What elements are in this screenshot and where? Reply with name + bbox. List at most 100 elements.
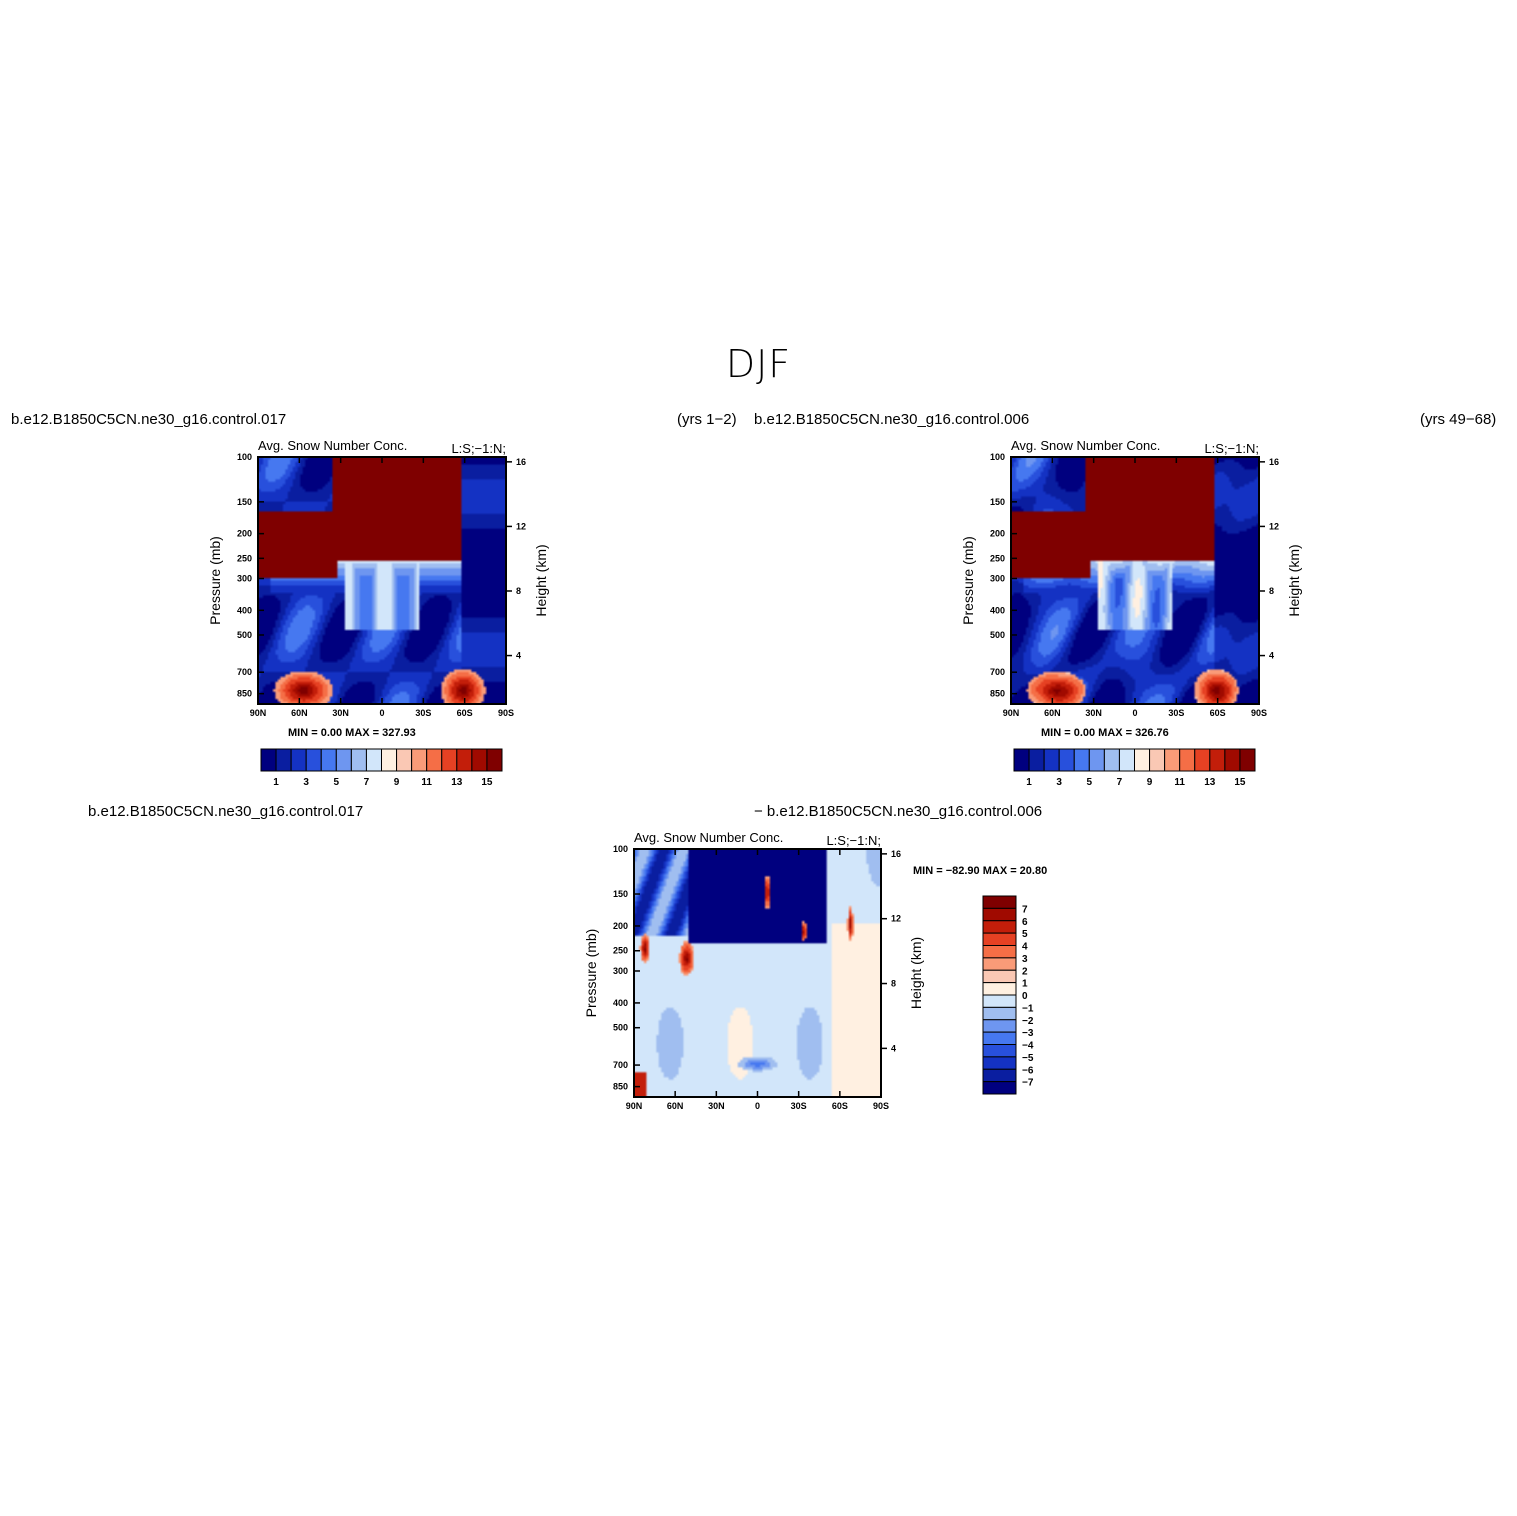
height-tick-label: 16: [1269, 457, 1279, 467]
panel-title: Avg. Snow Number Conc.: [258, 438, 407, 453]
panel-title: Avg. Snow Number Conc.: [1011, 438, 1160, 453]
y-tick-label: 300: [990, 573, 1005, 583]
colorbar-label: 11: [1174, 777, 1185, 788]
colorbar-swatch: [1179, 748, 1196, 772]
x-tick-label: 60S: [832, 1101, 848, 1111]
colorbar-label: −1: [1022, 1003, 1034, 1014]
bottom-case-a-label: b.e12.B1850C5CN.ne30_g16.control.017: [88, 803, 364, 820]
y-tick-label: 100: [237, 452, 252, 462]
x-tick-label: 30S: [415, 708, 431, 718]
y-tick-label: 200: [990, 529, 1005, 539]
colorbar-swatch: [335, 748, 352, 772]
min-max-stats: MIN = 0.00 MAX = 327.93: [288, 727, 416, 739]
height-axis-label: Height (km): [908, 937, 924, 1009]
colorbar-swatch: [350, 748, 367, 772]
y-tick-label: 300: [237, 573, 252, 583]
colorbar-swatch: [1149, 748, 1166, 772]
colorbar-swatch: [1239, 748, 1256, 772]
colorbar-swatch: [1013, 748, 1030, 772]
x-tick-label: 60N: [291, 708, 308, 718]
chart-panel-control-006: Avg. Snow Number Conc. L:S;−1:N; 90N 60N 30N…: [960, 438, 1302, 788]
colorbar-label: 5: [334, 777, 340, 788]
bottom-case-b-label: − b.e12.B1850C5CN.ne30_g16.control.006: [754, 803, 1043, 820]
colorbar-label: 3: [1022, 954, 1028, 965]
colorbar-swatch: [982, 945, 1017, 959]
colorbar-swatch: [982, 1068, 1017, 1083]
colorbar-label: 15: [1234, 777, 1246, 788]
x-tick-label: 60N: [1044, 708, 1061, 718]
panel-title: Avg. Snow Number Conc.: [634, 830, 783, 845]
heatmap-field: [258, 457, 506, 704]
colorbar-label: 9: [394, 777, 400, 788]
y-tick-label: 850: [990, 689, 1005, 699]
colorbar-swatch: [982, 1006, 1017, 1021]
colorbar-label: −6: [1022, 1065, 1034, 1076]
y-tick-label: 700: [990, 667, 1005, 677]
top-left-years-label: (yrs 1−2): [677, 411, 737, 428]
y-tick-label: 250: [613, 946, 628, 956]
y-tick-label: 100: [990, 452, 1005, 462]
height-tick-label: 12: [891, 914, 901, 924]
y-tick-label: 150: [613, 889, 628, 899]
x-tick-label: 90S: [873, 1101, 889, 1111]
x-tick-label: 60N: [667, 1101, 684, 1111]
colorbar-swatch: [1073, 748, 1090, 772]
heatmap-field: [634, 849, 881, 1097]
y-tick-label: 150: [237, 497, 252, 507]
min-max-stats: MIN = −82.90 MAX = 20.80: [913, 865, 1047, 877]
x-tick-label: 90S: [498, 708, 514, 718]
y-tick-label: 700: [613, 1060, 628, 1070]
colorbar-label: −4: [1022, 1041, 1034, 1052]
x-tick-label: 30N: [708, 1101, 725, 1111]
colorbar-swatch: [305, 748, 322, 772]
colorbar-label: 3: [303, 777, 309, 788]
y-tick-label: 200: [613, 921, 628, 931]
colorbar-label: 11: [421, 777, 432, 788]
y-tick-label: 250: [237, 553, 252, 563]
colorbar-swatch: [1194, 748, 1211, 772]
height-tick-label: 16: [516, 457, 526, 467]
colorbar-swatch: [260, 748, 277, 772]
height-tick-label: 8: [891, 979, 896, 989]
colorbar-label: 13: [1204, 777, 1216, 788]
panel-units: L:S;−1:N;: [826, 833, 881, 848]
colorbar-label: −2: [1022, 1016, 1034, 1027]
y-tick-label: 700: [237, 667, 252, 677]
colorbar-swatch: [982, 1056, 1017, 1070]
colorbar-swatch: [982, 1031, 1017, 1045]
colorbar-swatch: [426, 748, 443, 772]
colorbar-swatch: [982, 920, 1017, 934]
colorbar-label: 5: [1022, 929, 1028, 940]
x-tick-label: 90N: [1003, 708, 1020, 718]
colorbar-swatch: [1224, 748, 1241, 772]
colorbar-swatch: [1103, 748, 1120, 772]
colorbar-swatch: [411, 748, 428, 772]
colorbar-label: 1: [273, 777, 279, 788]
y-axis-label: Pressure (mb): [583, 929, 599, 1018]
colorbar-swatch: [320, 748, 337, 772]
y-tick-label: 200: [237, 529, 252, 539]
x-tick-label: 90S: [1251, 708, 1267, 718]
y-tick-label: 850: [237, 689, 252, 699]
height-tick-label: 12: [516, 521, 526, 531]
y-tick-label: 100: [613, 844, 628, 854]
y-tick-label: 250: [990, 553, 1005, 563]
y-axis-label: Pressure (mb): [207, 536, 223, 625]
colorbar-swatch: [982, 982, 1017, 996]
colorbar-label: 3: [1056, 777, 1062, 788]
colorbar-swatch: [982, 1044, 1017, 1058]
colorbar-swatch: [982, 932, 1017, 946]
colorbar-swatch: [982, 994, 1017, 1008]
colorbar-label: 13: [451, 777, 463, 788]
colorbar-label: 7: [364, 777, 370, 788]
colorbar-label: 6: [1022, 917, 1028, 928]
x-tick-label: 30S: [791, 1101, 807, 1111]
colorbar-swatch: [275, 748, 292, 772]
y-tick-label: 500: [613, 1023, 628, 1033]
colorbar-swatch: [456, 748, 473, 772]
x-tick-label: 30N: [1085, 708, 1102, 718]
colorbar-label: 4: [1022, 942, 1028, 953]
colorbar-label: 15: [481, 777, 493, 788]
height-tick-label: 8: [1269, 586, 1274, 596]
